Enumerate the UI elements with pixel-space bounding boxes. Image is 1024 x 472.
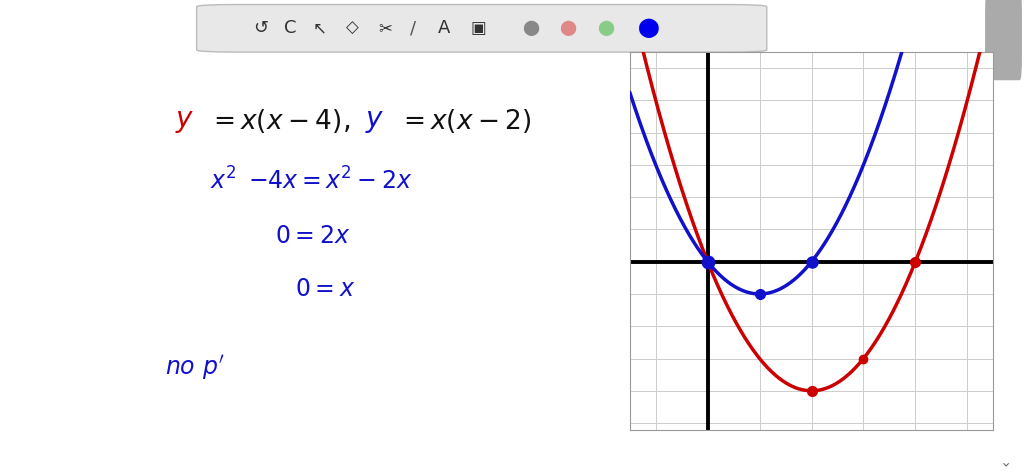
Text: ◇: ◇ (345, 19, 358, 37)
Text: $= x(x-2)$: $= x(x-2)$ (397, 107, 530, 135)
Text: $y$: $y$ (175, 107, 195, 135)
Text: $0  = 2x$: $0 = 2x$ (274, 224, 350, 248)
Text: ›: › (996, 462, 1011, 467)
Text: ⬤: ⬤ (560, 21, 577, 36)
Text: $y$: $y$ (365, 107, 384, 135)
Text: ✂: ✂ (379, 19, 392, 37)
Text: $x^2$: $x^2$ (210, 167, 237, 194)
Text: C: C (284, 19, 296, 37)
Text: $= x(x-4)$: $= x(x-4)$ (208, 107, 341, 135)
Text: A: A (438, 19, 451, 37)
Text: $0 = x$: $0 = x$ (295, 277, 355, 301)
Text: ⬤: ⬤ (597, 21, 614, 36)
Text: /: / (410, 19, 416, 37)
Text: ▣: ▣ (471, 19, 486, 37)
Text: $no\ p'$: $no\ p'$ (165, 353, 224, 381)
FancyBboxPatch shape (985, 0, 1022, 80)
Text: ⬤: ⬤ (638, 18, 659, 38)
FancyBboxPatch shape (197, 5, 767, 52)
Text: ↺: ↺ (253, 19, 268, 37)
Text: ⬤: ⬤ (522, 21, 540, 36)
Text: $- 4x = x^2- 2x$: $- 4x = x^2- 2x$ (248, 167, 412, 194)
Text: ↖: ↖ (312, 19, 327, 37)
Text: $,$: $,$ (342, 107, 350, 135)
